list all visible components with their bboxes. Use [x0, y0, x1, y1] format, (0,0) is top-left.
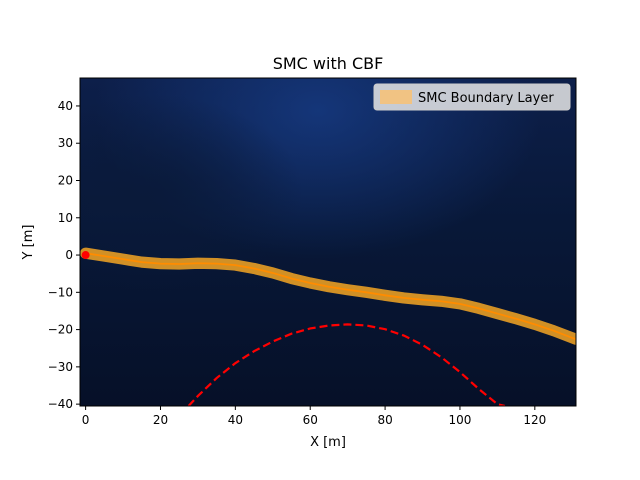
y-axis: −40 −30 −20 −10 0 10 20 30 40 [48, 99, 80, 411]
y-axis-label: Y [m] [21, 225, 36, 261]
legend: SMC Boundary Layer [373, 83, 571, 111]
legend-box [373, 83, 571, 111]
y-tick-label: −40 [48, 397, 73, 411]
y-tick-label: 10 [58, 211, 73, 225]
y-tick-label: −30 [48, 360, 73, 374]
x-tick-label: 100 [449, 413, 472, 427]
x-tick-label: 120 [523, 413, 546, 427]
trajectory-line [85, 252, 576, 341]
start-point-marker [81, 251, 90, 260]
x-tick-label: 20 [153, 413, 168, 427]
y-tick-label: 40 [58, 99, 73, 113]
x-axis: 0 20 40 60 80 100 120 [82, 406, 546, 427]
x-axis-label: X [m] [310, 435, 346, 450]
legend-label: SMC Boundary Layer [418, 91, 554, 106]
cbf-obstacle-boundary [187, 323, 506, 406]
y-tick-label: −10 [48, 285, 73, 299]
x-tick-label: 60 [303, 413, 318, 427]
data-layer [80, 247, 576, 406]
chart-title: SMC with CBF [273, 54, 384, 73]
y-tick-label: 0 [65, 248, 73, 262]
plot-frame [79, 77, 577, 407]
legend-swatch [380, 90, 412, 104]
y-tick-label: −20 [48, 323, 73, 337]
x-tick-label: 40 [228, 413, 243, 427]
y-tick-label: 30 [58, 136, 73, 150]
x-tick-label: 80 [377, 413, 392, 427]
plot-background [80, 78, 576, 406]
y-tick-label: 20 [58, 174, 73, 188]
x-tick-label: 0 [82, 413, 90, 427]
